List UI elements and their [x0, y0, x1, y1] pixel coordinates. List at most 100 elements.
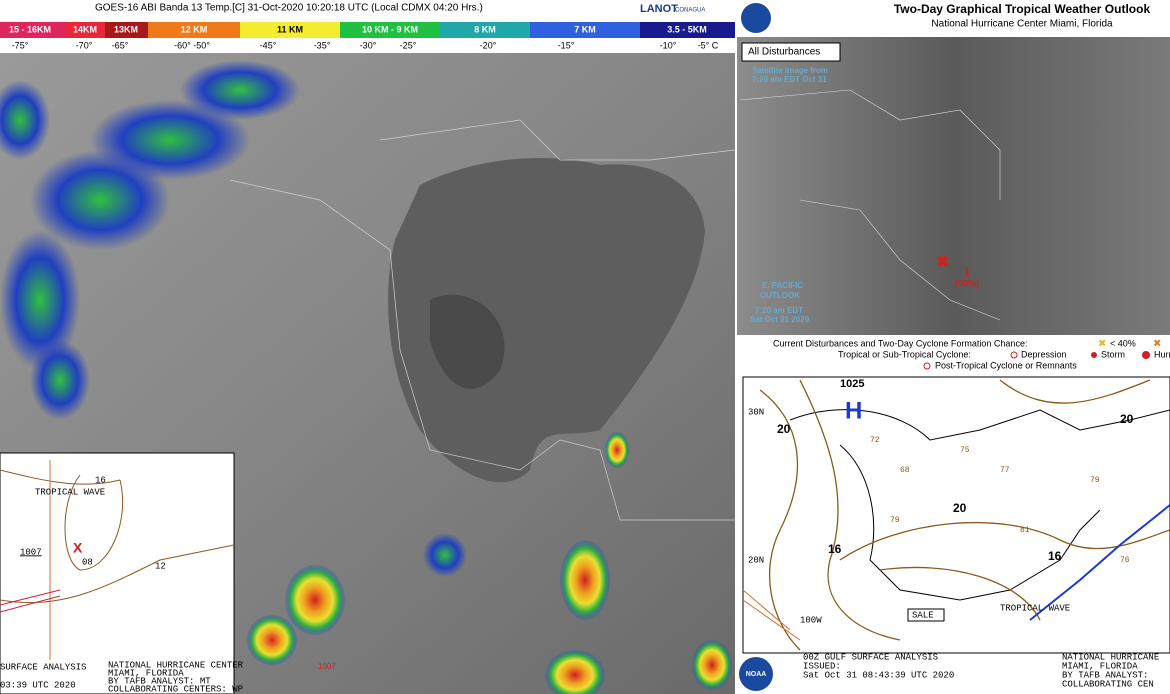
basin-label: OUTLOOK: [760, 291, 800, 300]
station: 81: [1020, 526, 1030, 535]
legend-symbol: ✖: [1153, 339, 1161, 350]
footer-collab: COLLABORATING CEN: [1062, 679, 1154, 689]
cloud: [30, 340, 90, 420]
scale-temp: -75°: [12, 40, 29, 50]
cloud-shadow: [430, 294, 505, 389]
storms: [247, 432, 732, 694]
scale-height: 13KM: [114, 24, 138, 34]
coastline: [229, 179, 735, 521]
disturbance-marker[interactable]: ✖: [936, 254, 949, 271]
surface-map: [742, 376, 1170, 654]
lat-label: 20N: [748, 555, 764, 565]
disturbance-chance: (90%): [955, 278, 979, 288]
station: 77: [1000, 466, 1010, 475]
cloud: [0, 230, 80, 370]
isobar-label: 12: [155, 561, 166, 571]
inset-footer: 03:39 UTC 2020: [0, 680, 76, 690]
storm: [247, 615, 297, 665]
scale-temp: -30°: [360, 40, 377, 50]
image-note: 7:20 am EDT Oct 31: [752, 75, 827, 84]
scale-temp: -25°: [400, 40, 417, 50]
timestamp: Sat Oct 31 2020: [750, 315, 810, 324]
scale-temp: -45°: [260, 40, 277, 50]
filter-button[interactable]: [741, 42, 841, 62]
storm: [692, 640, 732, 690]
isobar-label: 08: [82, 557, 93, 567]
scale-temp: -10°: [660, 40, 677, 50]
station: 76: [1120, 556, 1130, 565]
isobar-label: 16: [828, 542, 842, 556]
satellite-title: GOES-16 ABI Banda 13 Temp.[C] 31-Oct-202…: [95, 3, 483, 14]
scale-height: 3.5 - 5KM: [667, 24, 707, 34]
outlook-title: Two-Day Graphical Tropical Weather Outlo…: [894, 2, 1151, 16]
footer-analyst: BY TAFB ANALYST:: [1062, 670, 1148, 680]
tag-box: [907, 608, 945, 622]
high-pressure: 1025: [840, 378, 864, 390]
scale-temp: -5° C: [698, 40, 719, 50]
scale-swatch: [65, 22, 105, 38]
timestamp: 7:20 am EDT: [755, 306, 803, 315]
tag: SALE: [912, 610, 934, 620]
legend-symbol: [1091, 352, 1097, 358]
outlook-satellite: [737, 37, 1170, 335]
footer-title: 00Z GULF SURFACE ANALYSIS: [803, 652, 938, 662]
isobar-label: 20: [777, 422, 791, 436]
scale-swatch: [640, 22, 735, 38]
legend-cyclone: Tropical or Sub-Tropical Cyclone:: [838, 349, 971, 359]
low-pressure: 1007: [20, 547, 42, 557]
cloud: [0, 80, 50, 160]
trough: [742, 589, 801, 641]
filter-button-label[interactable]: All Disturbances: [748, 47, 820, 58]
station: 68: [900, 466, 910, 475]
high-symbol: H: [845, 397, 862, 424]
legend-post: Post-Tropical Cyclone or Remnants: [935, 360, 1077, 370]
station: 72: [870, 436, 880, 445]
station: 79: [1090, 476, 1100, 485]
storm: [560, 540, 610, 620]
station: 79: [890, 516, 900, 525]
border: [379, 119, 736, 161]
map-label: 1007: [318, 662, 336, 671]
feature-label: TROPICAL WAVE: [35, 487, 105, 497]
storm: [285, 565, 345, 635]
storm: [605, 432, 629, 468]
inset-footer: SURFACE ANALYSIS: [0, 662, 86, 672]
isobar: [0, 469, 235, 604]
lon-label: 100W: [800, 615, 822, 625]
scale-swatch: [0, 22, 65, 38]
tag: TROPICAL WAVE: [1000, 603, 1070, 613]
scale-temp: -60° -50°: [174, 40, 210, 50]
scale-swatch: [340, 22, 440, 38]
image-note: Satellite Image from: [752, 66, 828, 75]
cloud: [423, 533, 467, 577]
coastline: [789, 409, 1170, 601]
gulf-of-mexico: [388, 157, 705, 483]
legend-symbol: [1142, 351, 1150, 359]
scale-temp: -70°: [76, 40, 93, 50]
outlook-subtitle: National Hurricane Center Miami, Florida: [931, 19, 1113, 30]
isobar-label: 20: [1120, 412, 1134, 426]
footer-issued: ISSUED:: [803, 661, 841, 671]
scale-height: 11 KM: [277, 24, 303, 34]
scale-height: 15 - 16KM: [9, 24, 51, 34]
legend-heading: Current Disturbances and Two-Day Cyclone…: [773, 338, 1027, 348]
station-plots: 72 68 75 77 79 79 81 76: [870, 436, 1130, 565]
legend-type: Storm: [1101, 349, 1125, 359]
isobar: [64, 474, 124, 571]
storm: [545, 650, 605, 694]
footer-time: Sat Oct 31 08:43:39 UTC 2020: [803, 670, 954, 680]
scale-height: 7 KM: [574, 24, 596, 34]
scale-temp: -15°: [558, 40, 575, 50]
legend-type: Depression: [1021, 349, 1067, 359]
legend-symbol: [923, 362, 931, 370]
inset-footer: MIAMI, FLORIDA: [108, 668, 184, 678]
scale-height: 14KM: [73, 24, 97, 34]
scale-swatch: [148, 22, 240, 38]
logo: LANOT: [640, 3, 678, 15]
isobar-label: 20: [953, 501, 967, 515]
scale-swatch: [240, 22, 340, 38]
legend-symbol: ✖: [1098, 339, 1106, 350]
cloud: [180, 60, 300, 120]
scale-height: 8 KM: [474, 24, 496, 34]
